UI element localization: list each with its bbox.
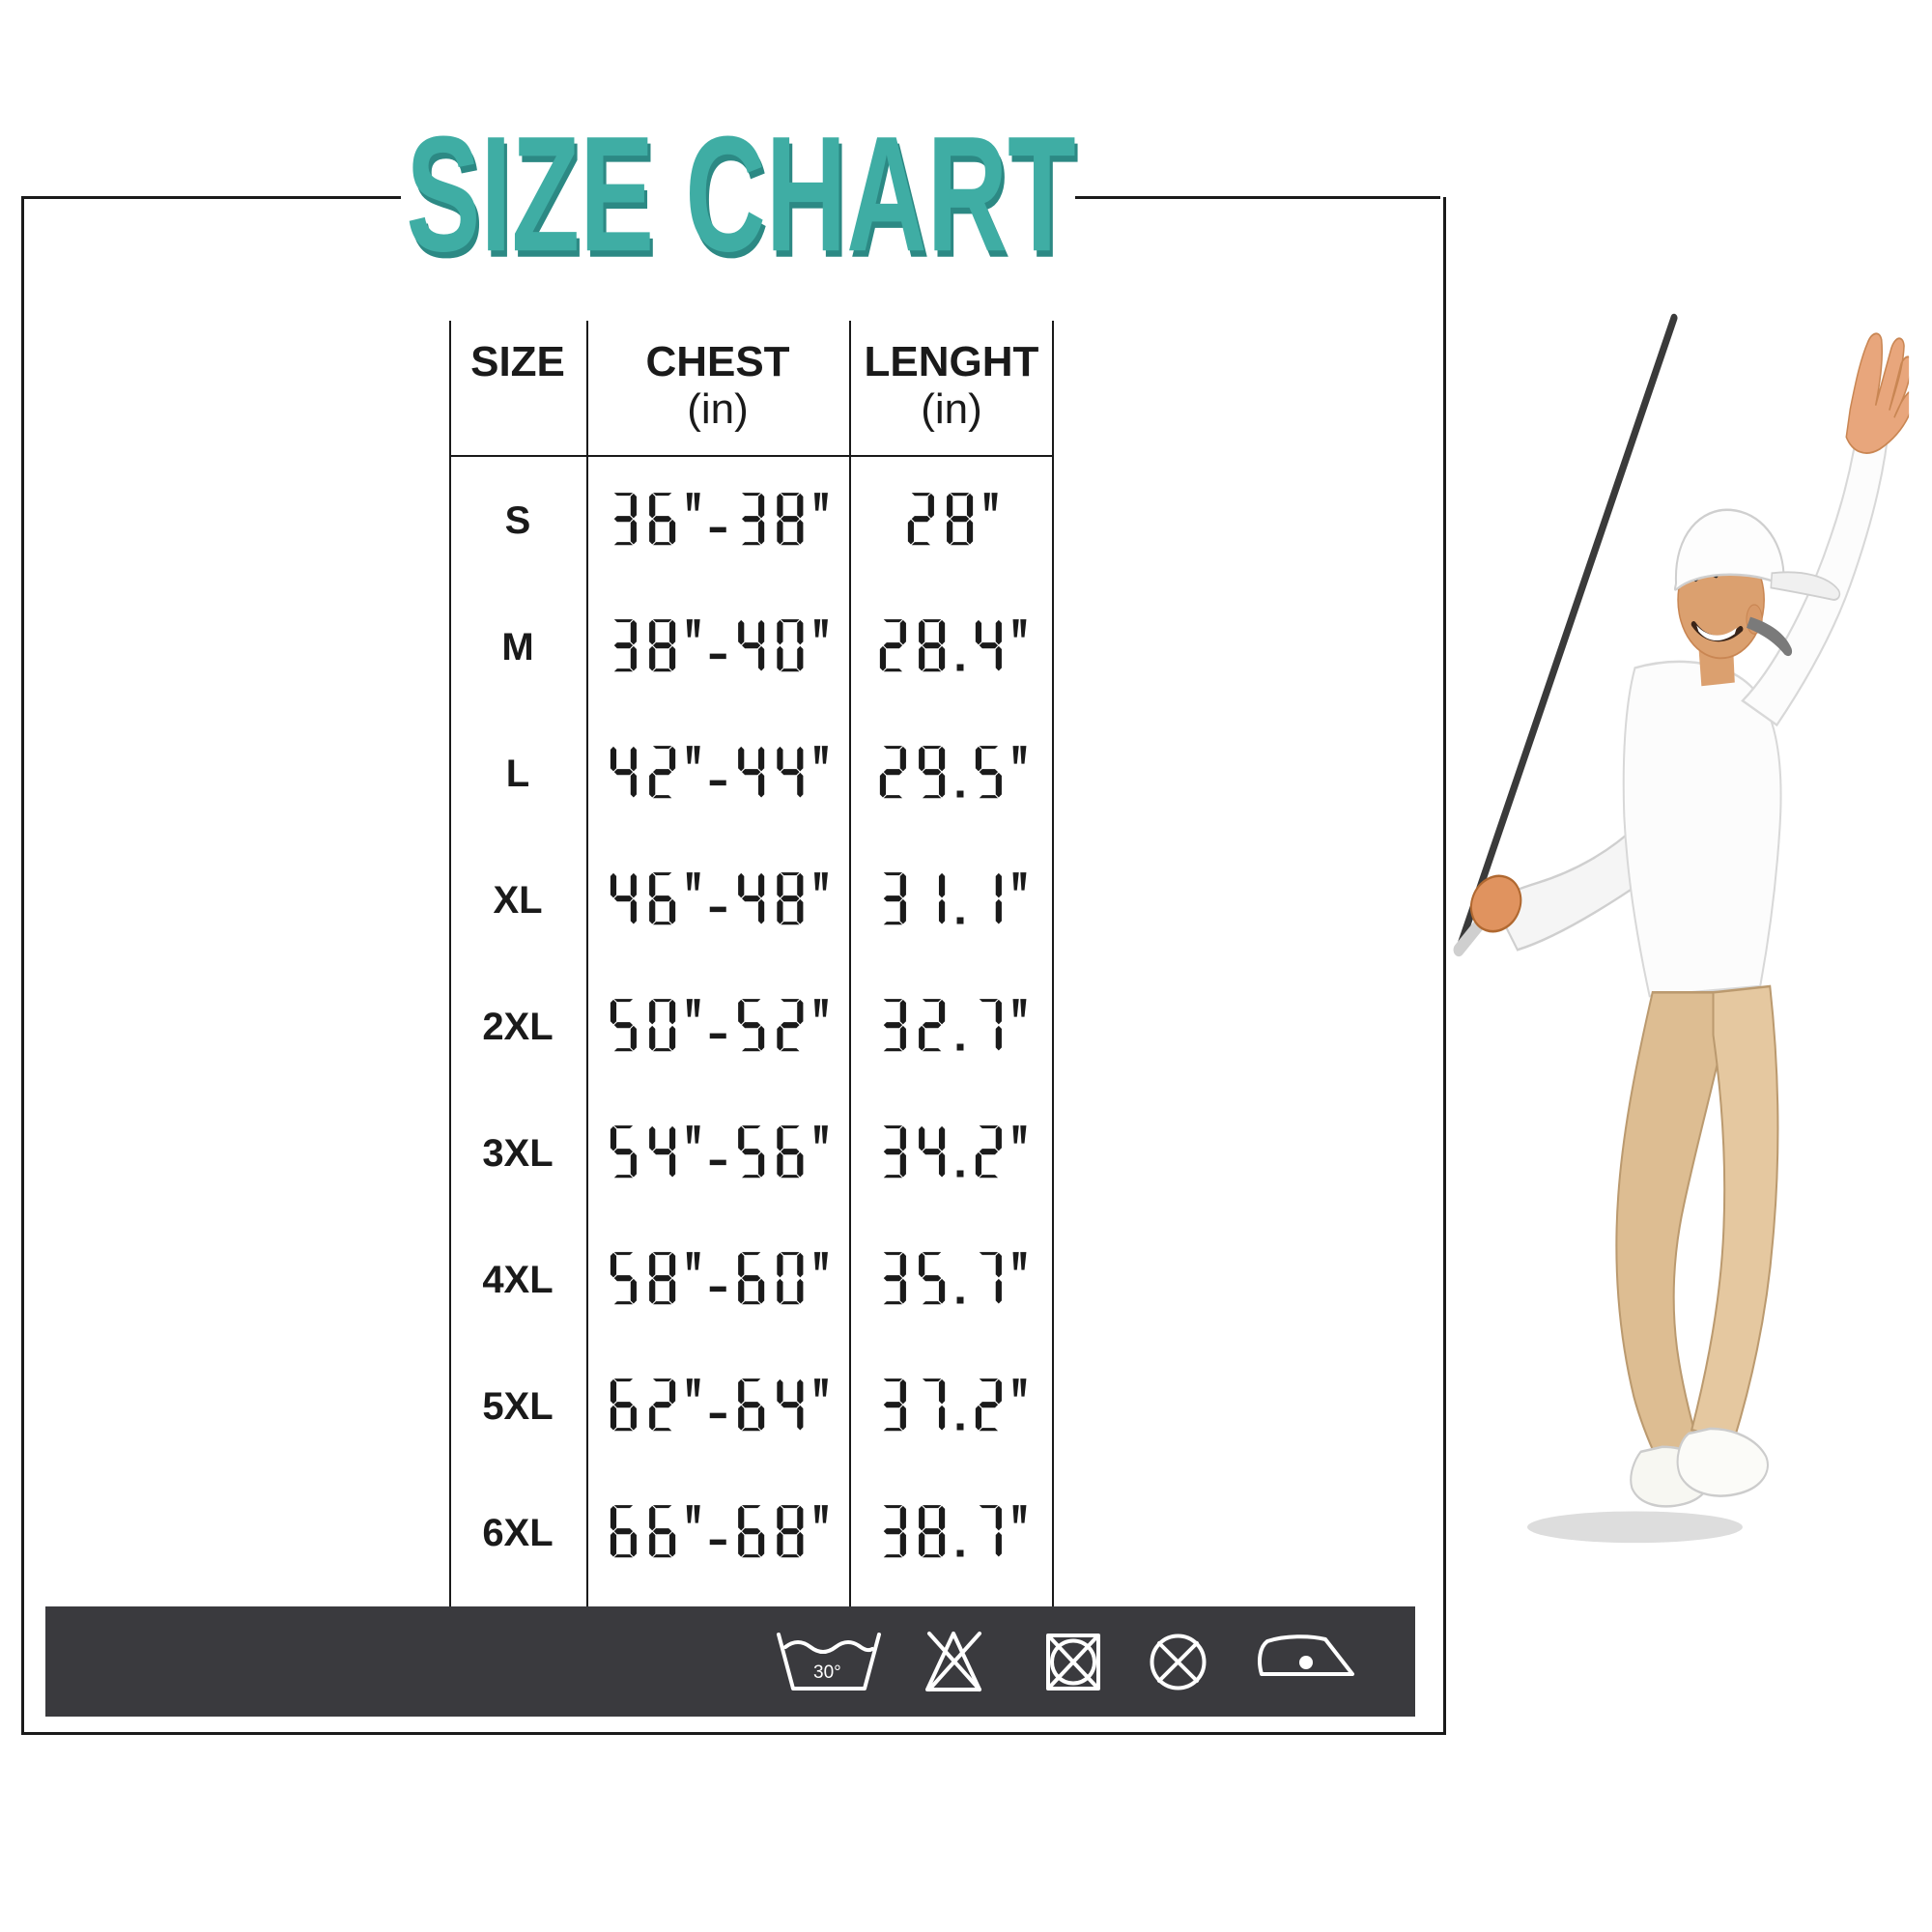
svg-text:30°: 30° [813, 1662, 841, 1683]
